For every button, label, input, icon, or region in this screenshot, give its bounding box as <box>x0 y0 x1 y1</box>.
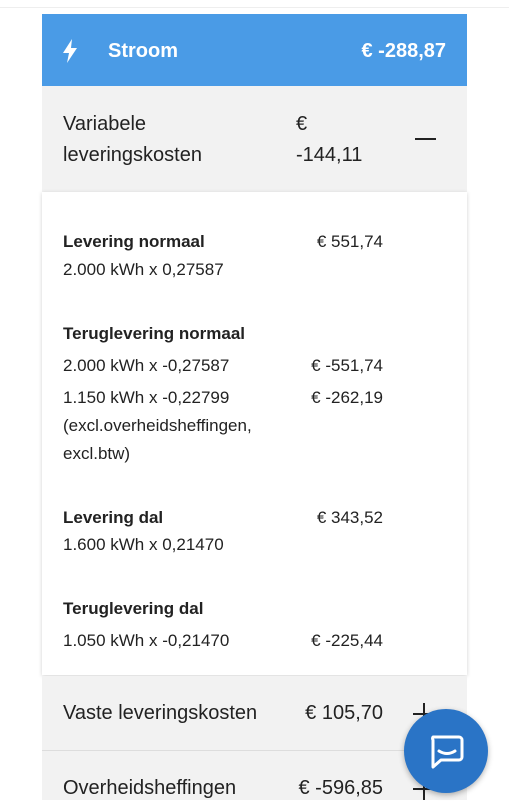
detail-amount: € -225,44 <box>311 631 383 650</box>
row-label[interactable]: Vaste leveringskosten <box>63 702 258 724</box>
detail-note: (excl.overheidsheffingen, excl.btw) <box>63 416 252 463</box>
row-amount: € 105,70 <box>305 702 383 724</box>
divider <box>42 750 467 751</box>
divider <box>0 7 509 8</box>
detail-title: Teruglevering normaal <box>63 324 246 343</box>
detail-amount: € 551,74 <box>316 232 383 251</box>
header-title: Stroom <box>108 40 178 62</box>
detail-line: 1.050 kWh x -0,21470 <box>63 631 230 650</box>
detail-amount: € -262,19 <box>311 388 383 407</box>
expanded-row[interactable] <box>42 86 467 192</box>
chat-icon <box>431 735 464 769</box>
detail-line: 2.000 kWh x 0,27587 <box>63 260 224 279</box>
lightning-icon <box>63 39 77 63</box>
detail-title: Levering dal <box>63 508 164 527</box>
row-label: Variabele leveringskosten <box>63 113 202 166</box>
detail-line: 1.600 kWh x 0,21470 <box>63 535 224 554</box>
collapse-icon[interactable] <box>415 138 436 140</box>
detail-line: 1.150 kWh x -0,22799 <box>63 388 230 407</box>
header-amount: € -288,87 <box>361 40 446 62</box>
row-amount: € -144,11 <box>296 113 363 166</box>
row-amount: € -596,85 <box>298 777 383 799</box>
collapsed-rows <box>42 676 467 800</box>
detail-title: Teruglevering dal <box>63 599 204 618</box>
row-label[interactable]: Overheidsheffingen <box>63 777 237 799</box>
detail-title: Levering normaal <box>63 232 205 251</box>
detail-panel <box>42 192 467 675</box>
chat-button[interactable] <box>404 709 488 793</box>
detail-amount: € 343,52 <box>316 508 383 527</box>
detail-line: 2.000 kWh x -0,27587 <box>63 356 230 375</box>
detail-amount: € -551,74 <box>311 356 383 375</box>
section-header[interactable] <box>42 14 467 86</box>
